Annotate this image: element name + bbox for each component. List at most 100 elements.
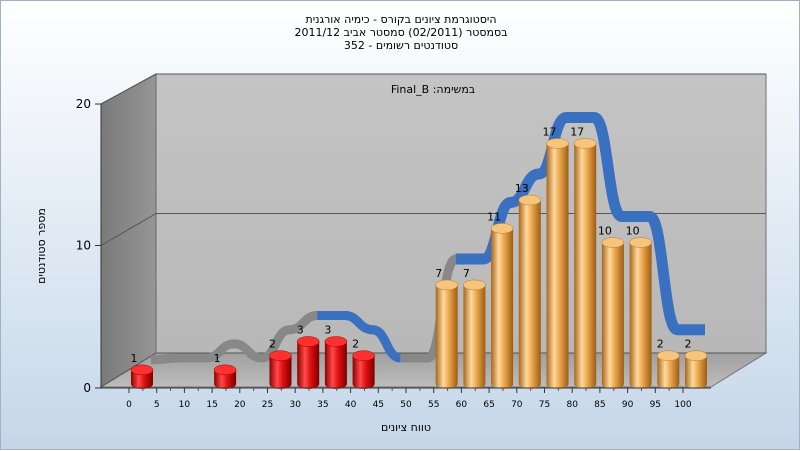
histogram-bar: [601, 237, 625, 389]
grid-line-depth: [100, 73, 157, 105]
histogram-bar: [130, 364, 154, 389]
trend-ribbon: [150, 111, 705, 365]
x-tick-label: 20: [234, 400, 246, 410]
x-tick-label: 80: [566, 400, 578, 410]
bar-value-label: 1: [214, 352, 221, 365]
x-tick-label: 40: [345, 400, 357, 410]
bar-cap: [324, 336, 348, 347]
bar-cap: [463, 279, 486, 291]
trend-ribbon-gray: [150, 254, 459, 365]
bar-body: [269, 355, 292, 389]
bar-cap: [130, 364, 154, 376]
x-tick-label: 60: [456, 400, 468, 410]
x-tick-label: 30: [289, 400, 301, 410]
x-tick-label: 0: [126, 400, 132, 410]
histogram-bar: [518, 194, 542, 389]
bar-body: [685, 355, 707, 389]
bar-value-label: 17: [570, 125, 584, 138]
bar-value-label: 2: [685, 338, 692, 351]
x-tick-label: 50: [400, 400, 412, 410]
histogram-bar: [463, 279, 486, 389]
bar-body: [297, 341, 320, 389]
y-axis-label: מספר סטודנטים: [35, 208, 48, 284]
x-axis-label: טווח ציונים: [381, 421, 431, 434]
bar-value-label: 17: [543, 125, 557, 138]
x-tick-label: 55: [428, 400, 439, 410]
x-tick-label: 90: [622, 400, 634, 410]
x-tick-label: 35: [317, 400, 328, 410]
bar-body: [657, 355, 680, 389]
chart-title-line-3: 352 - סטודנטים רשומים: [344, 39, 458, 52]
bar-body: [601, 242, 624, 389]
bar-body: [574, 143, 597, 389]
bar-body: [352, 355, 375, 389]
histogram-bar: [435, 279, 458, 389]
bar-value-label: 10: [626, 225, 640, 238]
bar-value-label: 3: [297, 324, 304, 337]
trend-ribbon-blue: [455, 111, 705, 336]
bar-value-label: 2: [657, 338, 664, 351]
chart-title-line-2: בסמסטר (02/2011) סמסטר אביב 2011/12: [294, 26, 507, 39]
plot-left-wall: [100, 73, 157, 388]
histogram-bar: [629, 237, 652, 389]
trend-ribbon-blue-mid: [317, 311, 402, 363]
x-tick-label: 45: [373, 400, 384, 410]
x-tick-label: 75: [539, 400, 550, 410]
grid-line-depth: [100, 352, 157, 388]
bar-value-label: 1: [131, 352, 138, 365]
bar-value-label: 7: [435, 267, 442, 280]
bar-body: [324, 341, 347, 389]
chart-annotation: Final_B :במשימה: [391, 83, 475, 96]
bar-value-label: 11: [487, 210, 501, 223]
y-tick-label: 20: [76, 97, 91, 111]
bar-cap: [490, 223, 514, 234]
chart-title-line-1: היסטוגרמת ציונים בקורס - כימיה אורגנית: [305, 13, 496, 26]
bar-cap: [213, 364, 237, 376]
bar-value-label: 13: [515, 182, 529, 195]
x-tick-label: 95: [650, 400, 661, 410]
x-ticks: 0 5 10 15 20 25 30 35 40 45 50 55 60 65 70 75 80 85 90 95 10…: [126, 388, 692, 410]
bar-cap: [629, 237, 652, 248]
bar-body: [463, 284, 486, 389]
bar-cap: [546, 138, 569, 149]
bar-body: [518, 200, 541, 389]
bar-cap: [435, 279, 458, 291]
bar-cap: [269, 350, 292, 361]
bar-value-label: 10: [598, 225, 612, 238]
x-tick-label: 15: [206, 400, 217, 410]
histogram-bar: [269, 350, 292, 389]
bar-cap: [657, 350, 680, 361]
histogram-bar: [213, 364, 237, 389]
y-ticks: 0 10 20: [76, 97, 101, 395]
bar-cap: [573, 138, 597, 149]
bar-value-label: 7: [463, 267, 470, 280]
histogram-bar: [684, 350, 708, 389]
bar-body: [491, 228, 514, 389]
grid-line-depth: [100, 213, 157, 246]
bar-cap: [684, 350, 708, 361]
histogram-bar: [296, 336, 320, 389]
bar-value-label: 3: [324, 324, 331, 337]
bar-body: [629, 242, 652, 389]
histogram-bar: [546, 138, 569, 389]
bar-cap: [352, 350, 375, 361]
bar-cap: [518, 194, 542, 206]
histogram-bar: [490, 223, 514, 389]
bar-cap: [601, 237, 625, 248]
x-tick-label: 5: [154, 400, 160, 410]
x-tick-label: 85: [594, 400, 605, 410]
bar-body: [546, 143, 569, 389]
x-tick-label: 10: [179, 400, 191, 410]
histogram-bar: [573, 138, 597, 389]
bar-body: [131, 369, 153, 389]
bar-cap: [296, 336, 320, 347]
histogram-bar: [352, 350, 375, 389]
y-tick-label: 0: [83, 381, 91, 395]
bars-group: [130, 138, 708, 389]
x-tick-label: 100: [674, 400, 691, 410]
histogram-bar: [324, 336, 348, 389]
bar-body: [214, 369, 237, 389]
